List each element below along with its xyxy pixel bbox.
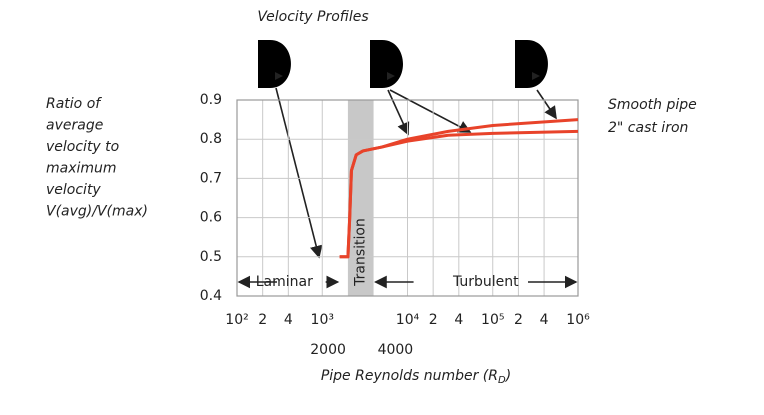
x-tick-label: 4 <box>284 312 293 328</box>
y-axis-label: maximum <box>46 161 117 177</box>
x-tick-label: 10⁵ <box>481 312 504 328</box>
x-axis-label-part: ) <box>505 368 511 384</box>
x-tick-label: 2 <box>429 312 438 328</box>
y-axis-label: average <box>46 118 103 134</box>
y-axis-label: velocity <box>46 182 101 198</box>
data-line <box>339 129 579 259</box>
x-tick-label: 10⁶ <box>566 312 590 328</box>
y-tick-label: 0.6 <box>200 210 222 226</box>
y-tick-label: 0.5 <box>200 249 222 265</box>
velocity-profile-icons <box>258 40 548 88</box>
x-tick-label: 4 <box>540 312 549 328</box>
laminar-label: Laminar <box>256 274 313 290</box>
legend-label: 2" cast iron <box>608 120 688 136</box>
chart-title: Velocity Profiles <box>257 9 368 25</box>
x-tick-label: 10² <box>225 312 248 328</box>
x-tick-label: 2 <box>514 312 523 328</box>
y-tick-label: 0.8 <box>200 131 222 147</box>
y-axis-label: velocity to <box>46 139 119 155</box>
x-tick-label: 2 <box>258 312 267 328</box>
x-axis-label: Pipe Reynolds number (RD) <box>321 368 511 386</box>
y-axis-label: Ratio of <box>46 96 102 112</box>
x-tick-label: 4 <box>454 312 463 328</box>
profile-arrows <box>275 87 557 259</box>
x-tick-label: 10³ <box>311 312 334 328</box>
transition-band <box>347 100 374 296</box>
x-axis-label-part: Pipe Reynolds number (R <box>321 368 498 384</box>
band-edge-label: 4000 <box>378 342 414 358</box>
band-edge-label: 2000 <box>310 342 346 358</box>
turbulent-label: Turbulent <box>452 274 519 290</box>
plot-frame <box>236 99 579 297</box>
legend-label: Smooth pipe <box>608 97 697 113</box>
transition-label: Transition <box>353 218 369 287</box>
y-tick-label: 0.9 <box>200 92 222 108</box>
x-axis-label-part: D <box>498 375 506 386</box>
y-tick-label: 0.7 <box>200 170 222 186</box>
x-tick-label: 10⁴ <box>396 312 420 328</box>
y-tick-label: 0.4 <box>200 288 222 304</box>
y-axis-label: V(avg)/V(max) <box>46 204 148 220</box>
